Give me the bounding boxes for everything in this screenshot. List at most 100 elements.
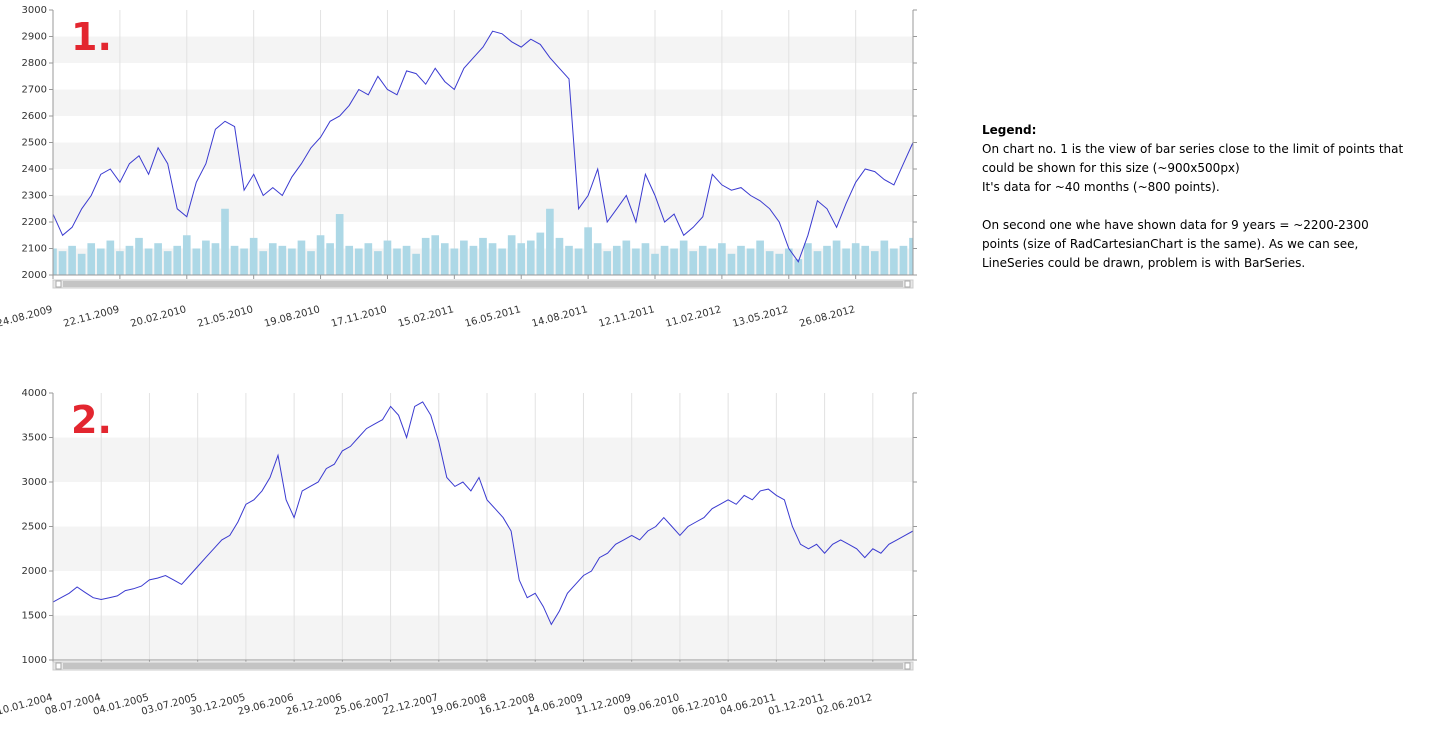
bar [880,240,889,275]
bar [622,240,631,275]
y-tick-label: 1000 [22,655,47,666]
bar [182,235,191,275]
bar [297,240,306,275]
x-tick-label: 21.05.2010 [196,304,254,329]
note-line: could be shown for this size (~900x500px… [982,161,1240,175]
note-line: points (size of RadCartesianChart is the… [982,237,1358,251]
x-tick-label: 17.11.2010 [330,304,388,329]
bar [106,240,115,275]
y-tick-label: 3000 [22,5,47,16]
bar [230,245,239,275]
bar [68,245,76,275]
legend-note: Legend: On chart no. 1 is the view of bar… [982,123,1404,270]
note-title: Legend: [982,123,1036,137]
bar [632,248,640,275]
bar [584,227,592,275]
bar [603,251,612,275]
bar [890,248,898,275]
x-tick-label: 22.11.2009 [63,304,121,329]
note-line: LineSeries could be drawn, problem is wi… [982,256,1305,270]
bar [259,251,268,275]
bar [909,237,913,275]
chart-number: 2. [71,398,112,442]
bar [307,251,315,275]
y-tick-label: 2500 [22,138,47,149]
bar [402,245,411,275]
x-tick-label: 19.08.2010 [263,304,321,329]
bar [842,248,850,275]
y-tick-label: 2500 [22,522,47,533]
bar [374,251,382,275]
bar [221,208,229,275]
y-tick-label: 4000 [22,388,47,399]
bar [96,248,105,275]
bar [412,253,420,275]
bar [660,245,669,275]
bar [784,248,793,275]
bar [756,240,764,275]
bar [737,245,745,275]
bar [154,243,162,275]
bar [488,243,497,275]
bar [278,245,287,275]
chart: 10.01.200408.07.200404.01.200503.07.2005… [0,388,917,718]
scrollbar-thumb [63,281,903,287]
bar [268,243,277,275]
y-tick-label: 2000 [22,566,47,577]
bar [202,240,210,275]
bar [641,243,650,275]
bar [804,243,812,275]
note-line: On second one whe have shown data for 9 … [982,218,1369,232]
bar [450,248,459,275]
bar [746,248,755,275]
bar [354,248,363,275]
bar [823,245,831,275]
bar [316,235,325,275]
bar [593,243,602,275]
bar [727,253,736,275]
bar [574,248,583,275]
y-tick-label: 3000 [22,477,47,488]
y-tick-label: 3500 [22,433,47,444]
x-tick-label: 13.05.2012 [731,304,789,329]
bar [832,240,841,275]
x-tick-label: 14.08.2011 [531,304,589,329]
bar [813,251,822,275]
bar [135,237,143,275]
bar [87,243,96,275]
y-tick-label: 2900 [22,32,47,43]
stripe [53,89,913,116]
bar [173,245,182,275]
bar [431,235,440,275]
bar [546,208,554,275]
bar [670,248,678,275]
x-tick-label: 15.02.2011 [397,304,455,329]
x-tick-label: 12.11.2011 [598,304,656,329]
bar [249,237,258,275]
bar [144,248,153,275]
bar [507,235,516,275]
line-series [53,30,913,263]
x-tick-label: 26.08.2012 [798,304,856,329]
bar [77,253,86,275]
bar [708,248,717,275]
x-tick-label: 02.06.2012 [815,692,873,717]
bar [345,245,354,275]
x-tick-label: 20.02.2010 [129,304,187,329]
bar [58,251,67,275]
y-tick-label: 2400 [22,164,47,175]
bar [526,240,535,275]
y-tick-label: 2800 [22,58,47,69]
plot-area [53,30,913,275]
bar [775,253,784,275]
bar [536,232,545,275]
bar [718,243,726,275]
bar [53,248,57,275]
stripe [53,526,913,571]
stripe [53,142,913,169]
bar [794,259,803,275]
y-tick-label: 2200 [22,217,47,228]
bar [498,248,506,275]
bar [565,245,573,275]
bar [326,243,334,275]
